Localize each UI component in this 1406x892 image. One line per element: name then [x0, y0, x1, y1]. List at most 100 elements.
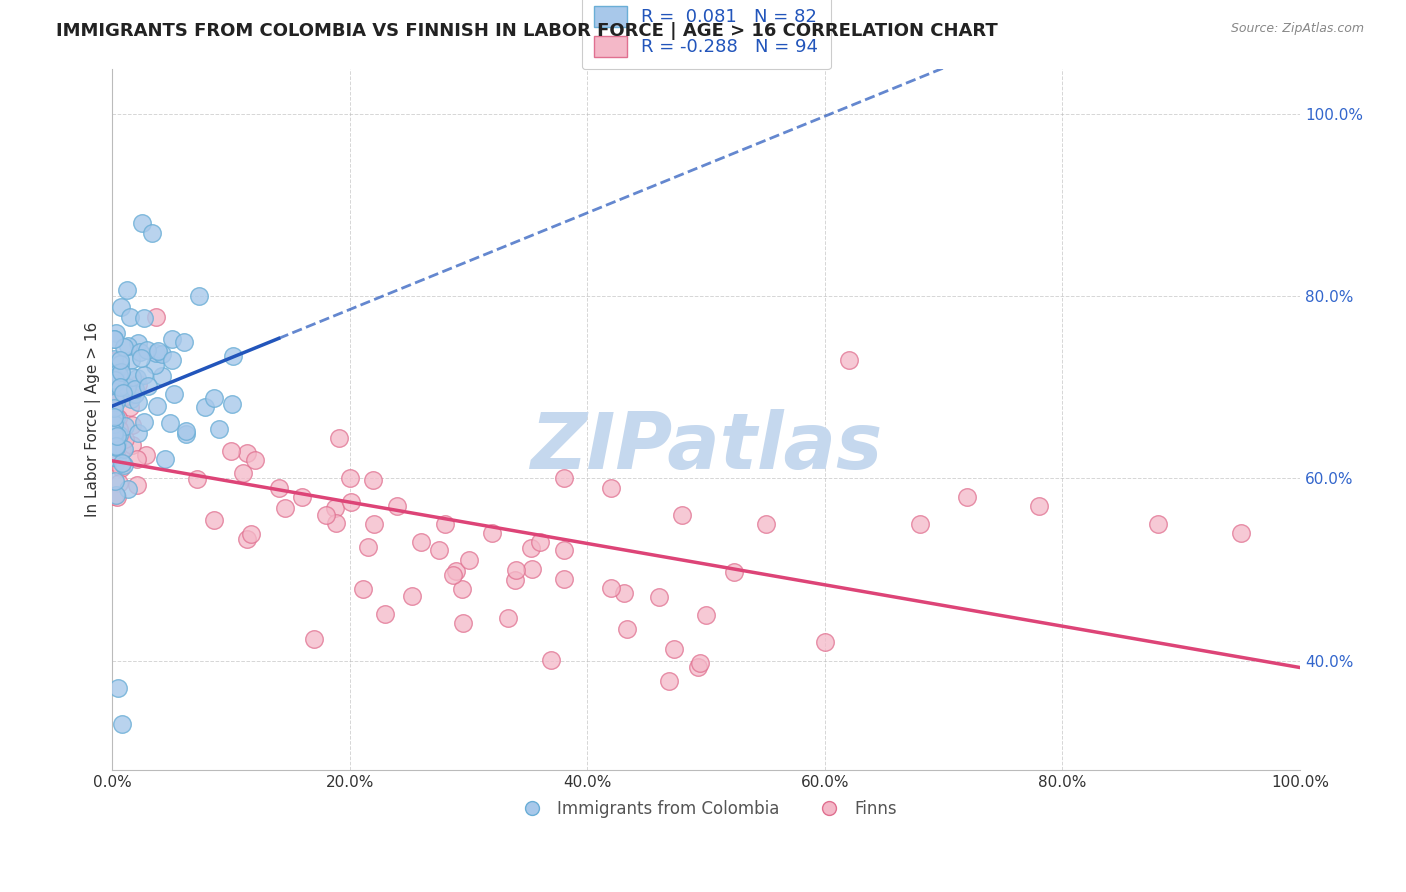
Point: [103, 489, 125, 503]
Point: [160, 332, 183, 346]
Point: [114, 418, 136, 433]
Point: [111, 442, 134, 456]
Text: IMMIGRANTS FROM COLOMBIA VS FINNISH IN LABOR FORCE | AGE > 16 CORRELATION CHART: IMMIGRANTS FROM COLOMBIA VS FINNISH IN L…: [56, 22, 998, 40]
Point: [105, 395, 128, 409]
Point: [553, 543, 575, 558]
Point: [104, 451, 127, 466]
Text: ZIPatlas: ZIPatlas: [530, 409, 883, 485]
Point: [1146, 516, 1168, 531]
Point: [222, 349, 245, 363]
Point: [127, 376, 149, 391]
Point: [112, 386, 135, 401]
Point: [103, 410, 125, 425]
Point: [127, 452, 149, 467]
Point: [114, 388, 136, 402]
Point: [553, 471, 575, 485]
Point: [120, 392, 142, 407]
Point: [103, 450, 125, 465]
Point: [103, 332, 125, 346]
Point: [450, 582, 472, 596]
Point: [723, 566, 745, 580]
Point: [1028, 499, 1050, 513]
Point: [411, 535, 433, 549]
Point: [117, 283, 139, 297]
Point: [124, 387, 146, 401]
Point: [112, 340, 135, 354]
Point: [647, 590, 669, 604]
Point: [671, 508, 693, 522]
Point: [104, 326, 127, 341]
Point: [208, 422, 231, 436]
Legend: Immigrants from Colombia, Finns: Immigrants from Colombia, Finns: [509, 794, 904, 825]
Point: [176, 425, 198, 439]
Point: [221, 397, 243, 411]
Point: [202, 391, 225, 405]
Point: [105, 437, 128, 451]
Point: [127, 336, 149, 351]
Point: [104, 386, 127, 401]
Point: [112, 442, 135, 456]
Point: [363, 516, 385, 531]
Point: [118, 310, 141, 324]
Point: [108, 422, 131, 436]
Point: [104, 439, 127, 453]
Point: [107, 427, 129, 442]
Point: [107, 366, 129, 380]
Point: [105, 392, 128, 407]
Point: [110, 357, 132, 371]
Point: [908, 516, 931, 531]
Point: [159, 417, 181, 431]
Point: [956, 490, 979, 504]
Point: [328, 431, 350, 445]
Point: [104, 376, 127, 390]
Point: [145, 310, 167, 325]
Point: [115, 380, 138, 394]
Point: [481, 526, 503, 541]
Point: [520, 561, 543, 575]
Point: [686, 660, 709, 674]
Point: [103, 352, 125, 367]
Point: [232, 466, 254, 480]
Point: [145, 400, 167, 414]
Point: [441, 567, 464, 582]
Point: [339, 471, 361, 485]
Point: [108, 427, 131, 442]
Point: [600, 581, 623, 595]
Point: [204, 513, 226, 527]
Point: [111, 456, 134, 470]
Point: [1229, 526, 1251, 541]
Point: [387, 499, 409, 513]
Point: [427, 542, 450, 557]
Point: [138, 378, 160, 392]
Point: [616, 622, 638, 636]
Y-axis label: In Labor Force | Age > 16: In Labor Force | Age > 16: [86, 322, 101, 516]
Point: [105, 487, 128, 501]
Point: [105, 386, 128, 401]
Point: [444, 564, 467, 578]
Point: [127, 395, 149, 409]
Point: [105, 490, 128, 504]
Point: [150, 347, 173, 361]
Point: [267, 481, 290, 495]
Point: [160, 353, 183, 368]
Point: [340, 495, 363, 509]
Point: [103, 401, 125, 415]
Point: [453, 615, 475, 630]
Point: [121, 370, 143, 384]
Point: [186, 472, 208, 486]
Point: [105, 379, 128, 393]
Point: [187, 289, 209, 303]
Point: [361, 474, 384, 488]
Point: [104, 412, 127, 426]
Point: [124, 382, 146, 396]
Point: [325, 516, 347, 530]
Point: [352, 582, 374, 596]
Point: [104, 373, 127, 387]
Point: [236, 533, 259, 547]
Point: [114, 458, 136, 472]
Point: [105, 455, 128, 469]
Point: [143, 358, 166, 372]
Point: [103, 353, 125, 368]
Point: [838, 353, 860, 368]
Point: [505, 563, 527, 577]
